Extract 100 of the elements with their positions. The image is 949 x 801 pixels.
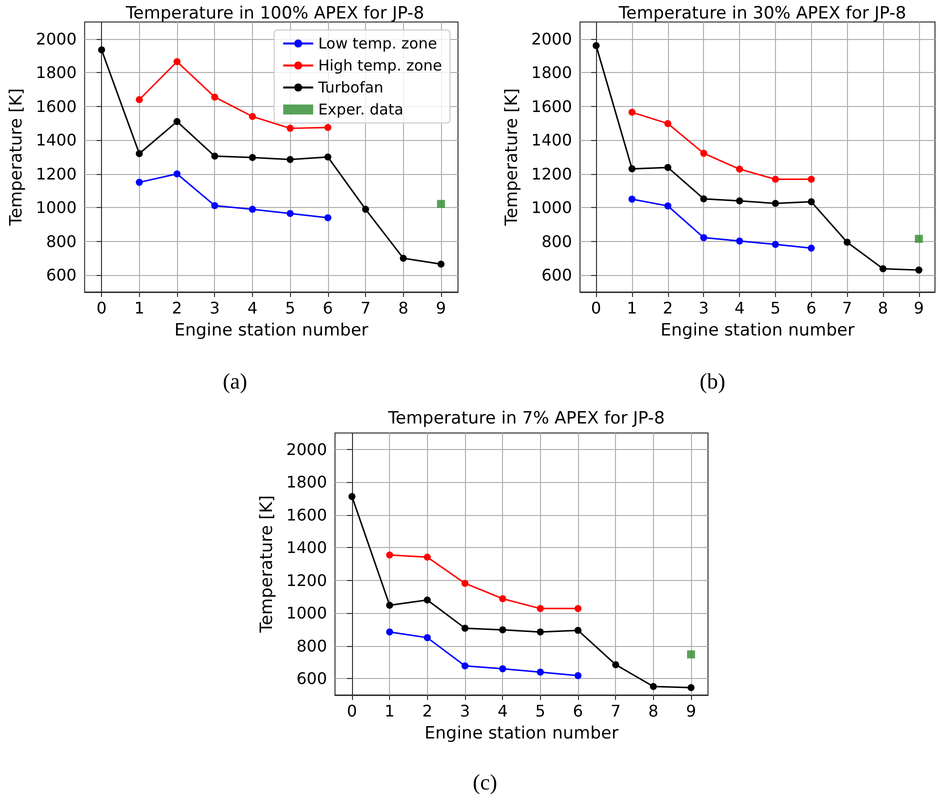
y-axis-title: Temperature [K] [6, 88, 26, 227]
y-tick-label: 1000 [286, 604, 327, 623]
x-tick-label: 1 [626, 298, 638, 318]
point [461, 662, 468, 670]
legend-label: Turbofan [317, 78, 384, 96]
point [386, 628, 394, 636]
x-tick-label: 5 [770, 298, 781, 318]
point [248, 113, 256, 120]
x-tick-label: 8 [878, 298, 888, 318]
point [286, 124, 294, 132]
x-tick-label: 5 [535, 702, 546, 720]
legend-label: Exper. data [318, 100, 404, 118]
point [574, 626, 582, 634]
y-tick-label: 1600 [36, 96, 77, 116]
x-tick-label: 3 [210, 298, 220, 318]
point [136, 178, 143, 186]
x-tick-label: 6 [322, 298, 333, 318]
x-tick-label: 9 [686, 702, 696, 720]
point [808, 244, 815, 252]
x-tick-label: 8 [398, 298, 408, 318]
point [174, 118, 181, 126]
point [324, 124, 332, 131]
x-tick-label: 7 [610, 702, 621, 720]
x-tick-label: 9 [436, 298, 446, 318]
point [808, 176, 815, 183]
x-tick-label: 0 [591, 298, 602, 318]
y-tick-label: 800 [46, 232, 77, 251]
point [772, 176, 779, 183]
chart-title: Temperature in 7% APEX for JP-8 [387, 408, 665, 428]
x-tick-label: 3 [698, 298, 709, 318]
point [915, 266, 922, 274]
point [386, 551, 394, 558]
point [536, 605, 544, 612]
point [736, 197, 744, 204]
point [664, 202, 672, 210]
y-tick-label: 2000 [36, 29, 77, 48]
point [844, 238, 851, 246]
point [424, 596, 431, 604]
point [592, 42, 600, 50]
point [574, 605, 582, 612]
point [211, 152, 218, 160]
point [437, 200, 446, 208]
point [286, 156, 294, 164]
point [628, 196, 636, 203]
point [362, 206, 370, 213]
x-tick-label: 8 [648, 702, 658, 720]
x-tick-label: 2 [422, 702, 432, 720]
text: (c) [472, 770, 498, 794]
x-tick-label: 1 [384, 702, 395, 720]
y-tick-label: 1800 [531, 63, 572, 82]
point [499, 595, 506, 602]
legend-label: High temp. zone [318, 56, 442, 74]
x-tick-label: 0 [346, 702, 358, 720]
x-tick-label: 9 [914, 298, 924, 318]
x-tick-label: 3 [460, 702, 470, 720]
x-tick-label: 0 [96, 298, 107, 318]
point [438, 260, 445, 268]
point [628, 108, 636, 116]
y-tick-label: 600 [541, 266, 572, 285]
point [880, 265, 887, 272]
point [664, 164, 672, 171]
x-tick-label: 6 [572, 702, 584, 720]
point [914, 234, 923, 243]
x-tick-label: 7 [842, 298, 852, 318]
point [98, 46, 106, 54]
point [772, 200, 779, 207]
point [664, 120, 672, 128]
point [461, 580, 468, 587]
y-tick-label: 1400 [531, 130, 572, 150]
y-tick-label: 1000 [36, 198, 77, 218]
y-tick-label: 1200 [531, 164, 572, 184]
point [461, 624, 468, 632]
point [248, 206, 256, 213]
y-tick-label: 800 [296, 636, 327, 656]
point [211, 202, 218, 210]
point [499, 626, 506, 634]
x-tick-label: 5 [285, 298, 296, 318]
point [687, 650, 696, 658]
point [348, 493, 356, 500]
y-tick-label: 1400 [286, 538, 327, 558]
x-axis-title: Engine station number [174, 320, 368, 340]
point [536, 628, 544, 636]
y-tick-label: 1800 [286, 472, 327, 492]
y-tick-label: 2000 [286, 440, 327, 459]
y-axis-title: Temperature [K] [502, 88, 522, 227]
y-tick-label: 600 [296, 669, 327, 688]
point [136, 96, 143, 104]
y-tick-label: 2000 [531, 29, 572, 48]
point [700, 234, 708, 242]
point [536, 668, 544, 676]
point [700, 150, 708, 157]
chart-title: Temperature in 30% APEX for JP-8 [618, 4, 906, 24]
x-tick-label: 4 [247, 298, 258, 318]
point [499, 665, 506, 672]
y-tick-label: 1000 [531, 198, 572, 218]
point [574, 672, 582, 680]
point [174, 58, 181, 66]
point [324, 214, 332, 222]
point [174, 170, 181, 178]
point [424, 554, 431, 561]
